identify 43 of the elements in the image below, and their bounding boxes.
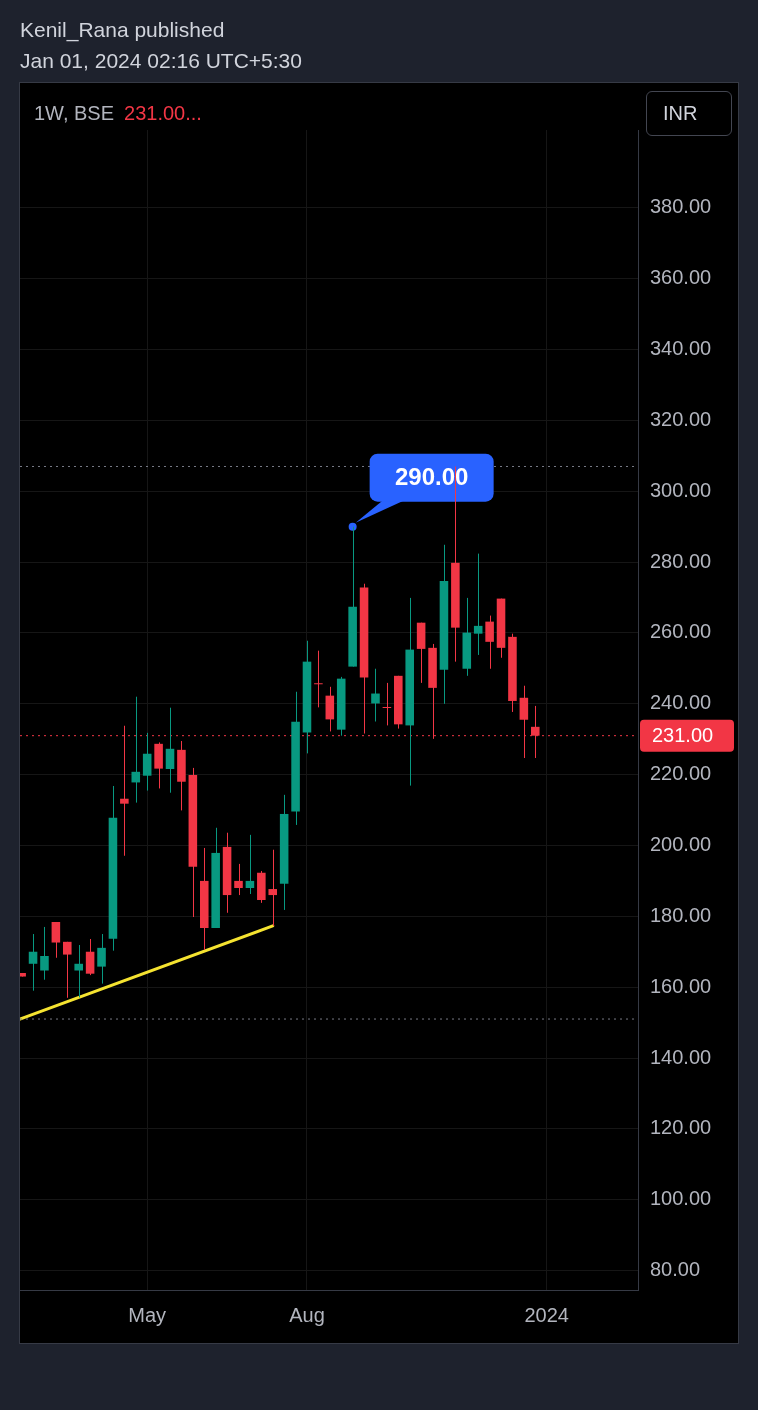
y-tick-label: 380.00 bbox=[650, 195, 712, 218]
y-tick-label: 220.00 bbox=[650, 762, 712, 785]
candlestick bbox=[85, 938, 95, 976]
ref-line-label: 231.00 bbox=[652, 724, 714, 747]
candlestick bbox=[473, 553, 483, 656]
y-tick-label: 140.00 bbox=[650, 1045, 712, 1068]
y-tick-label: 160.00 bbox=[650, 974, 712, 997]
chart-subtitle: 231.00... bbox=[124, 102, 202, 124]
candlestick bbox=[485, 615, 494, 670]
x-tick-label: May bbox=[128, 1303, 167, 1326]
x-tick-label: 2024 bbox=[524, 1303, 569, 1326]
candlestick bbox=[63, 941, 72, 999]
candlestick bbox=[268, 849, 278, 927]
y-tick-label: 260.00 bbox=[650, 620, 712, 643]
candlestick bbox=[371, 668, 380, 723]
x-tick-label: Aug bbox=[289, 1303, 325, 1326]
y-tick-label: 280.00 bbox=[650, 549, 712, 572]
candlestick bbox=[74, 944, 83, 998]
y-tick-label: 200.00 bbox=[650, 833, 712, 855]
text: Kenil_Rana published bbox=[20, 17, 226, 44]
y-tick-label: 120.00 bbox=[650, 1116, 712, 1139]
y-tick-label: 80.00 bbox=[650, 1258, 701, 1281]
candlestick bbox=[97, 933, 106, 985]
text: Jan 01, 2024 02:16 UTC+5:30 bbox=[20, 48, 302, 74]
y-tick-label: 240.00 bbox=[650, 691, 712, 714]
y-tick-label: 320.00 bbox=[650, 407, 712, 430]
candlestick bbox=[51, 921, 61, 959]
y-tick-label: 180.00 bbox=[650, 903, 712, 926]
y-tick-label: 360.00 bbox=[650, 266, 712, 289]
y-tick-label: 100.00 bbox=[650, 1187, 712, 1210]
candlestick bbox=[28, 933, 38, 992]
candlestick bbox=[314, 650, 323, 708]
y-tick-label: 300.00 bbox=[650, 478, 712, 501]
y-axis-title: INR bbox=[646, 91, 732, 136]
candlestick bbox=[40, 926, 49, 981]
candlestick bbox=[131, 696, 141, 804]
candlestick bbox=[234, 863, 243, 896]
candlestick bbox=[142, 732, 152, 792]
y-tick-label: 340.00 bbox=[650, 337, 712, 360]
candlestick bbox=[165, 707, 175, 794]
candlestick bbox=[325, 686, 335, 732]
chart-title: 1W, BSE bbox=[34, 102, 115, 124]
candlestick bbox=[245, 834, 255, 895]
